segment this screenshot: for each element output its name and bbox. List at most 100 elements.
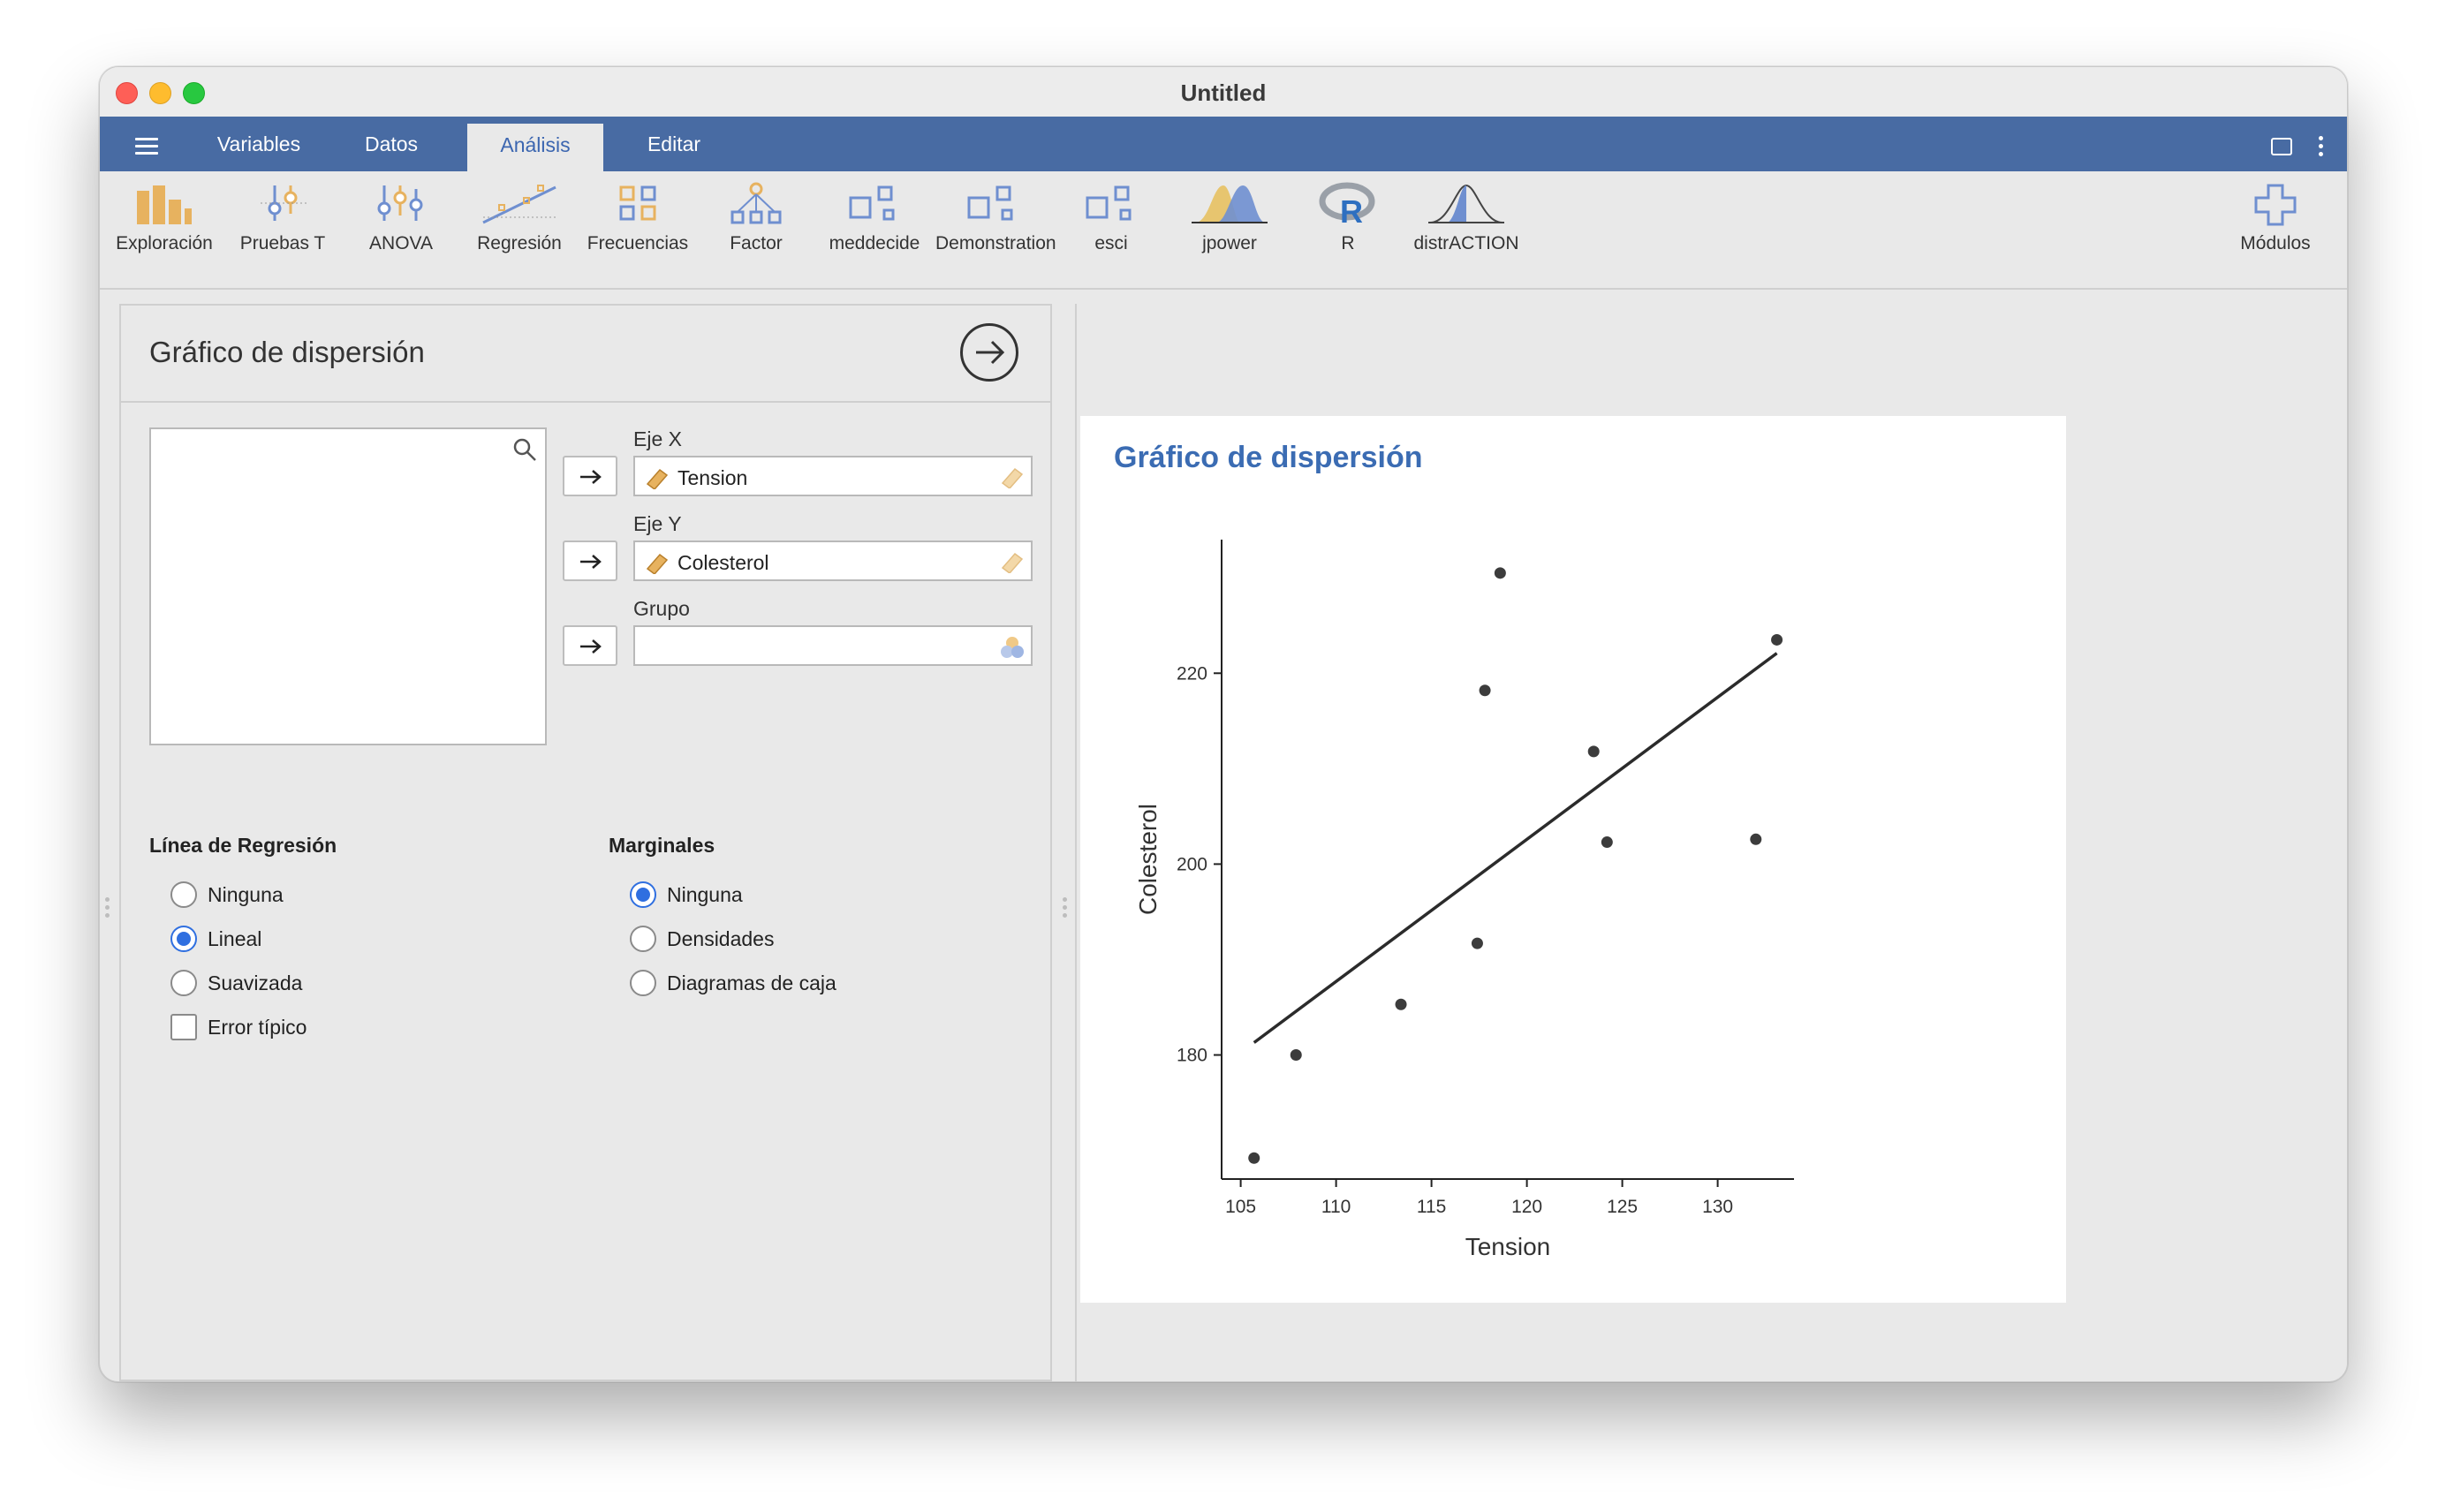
eje-x-field[interactable]: Tension (633, 456, 1033, 496)
window-title: Untitled (1180, 79, 1267, 106)
toolbar-exploracion[interactable]: Exploración (107, 182, 222, 254)
results-title: Gráfico de dispersión (1114, 441, 1423, 474)
close-window-button[interactable] (116, 82, 138, 104)
tab-editar[interactable]: Editar (647, 132, 701, 155)
data-point (1750, 833, 1762, 845)
x-tick-label: 125 (1607, 1197, 1638, 1217)
data-point (1494, 567, 1506, 579)
more-options-icon[interactable] (2319, 136, 2324, 157)
options-title: Gráfico de dispersión (149, 336, 425, 368)
radio-button[interactable] (630, 970, 656, 996)
zoom-window-button[interactable] (183, 82, 205, 104)
toggle-results-icon[interactable] (2271, 138, 2292, 155)
factor-icon (730, 182, 782, 224)
data-point (1471, 937, 1483, 949)
grupo-field[interactable] (633, 625, 1033, 666)
toolbar-anova[interactable]: ANOVA (344, 182, 458, 254)
y-tick-label: 200 (1177, 854, 1207, 874)
distraction-icon (1428, 184, 1504, 223)
toolbar-regresion[interactable]: Regresión (462, 182, 577, 254)
toolbar-pruebas-t[interactable]: Pruebas T (225, 182, 340, 254)
data-point (1601, 836, 1613, 849)
svg-text:R: R (1340, 193, 1363, 226)
t-test-icon (261, 185, 307, 221)
tab-datos[interactable]: Datos (364, 132, 419, 155)
title-bar: Untitled (100, 67, 2347, 117)
analysis-toolbar: Exploración Pruebas T ANOVA R (100, 171, 2347, 290)
hamburger-menu-icon[interactable] (135, 138, 158, 155)
ruler-icon (646, 553, 669, 574)
bar-chart-icon (137, 185, 192, 224)
marginals-heading: Marginales (609, 834, 715, 857)
toolbar-frecuencias[interactable]: Frecuencias (580, 182, 695, 254)
run-analysis-button[interactable] (960, 323, 1018, 382)
radio-button[interactable] (630, 926, 656, 952)
toolbar-factor[interactable]: Factor (699, 182, 814, 254)
frequencies-icon (619, 185, 656, 221)
arrow-right-icon (580, 470, 602, 484)
scatter-plot: 105 110 115 120 125 130 180 200 220 Tension Colest… (1134, 540, 1794, 1260)
eje-y-field[interactable]: Colesterol (633, 541, 1033, 581)
toolbar-r[interactable]: R R (1291, 182, 1405, 254)
grupo-label: Grupo (633, 597, 690, 620)
data-point (1587, 745, 1600, 758)
splitter-handle[interactable] (1063, 897, 1068, 921)
toolbar-distraction[interactable]: distrACTION (1409, 182, 1524, 254)
radio-button[interactable] (170, 881, 197, 908)
move-to-eje-y-button[interactable] (563, 541, 617, 581)
eje-y-label: Eje Y (633, 512, 682, 535)
ruler-icon (1001, 552, 1024, 573)
results-output: Gráfico de dispersión 105 110 115 120 125 130… (1080, 416, 2066, 1303)
eje-x-value: Tension (677, 466, 748, 489)
regression-icon (482, 185, 556, 224)
regression-line (1253, 652, 1778, 1044)
y-tick-label: 220 (1177, 663, 1207, 684)
regression-line-heading: Línea de Regresión (149, 834, 337, 857)
radio-button[interactable] (170, 970, 197, 996)
toolbar-modulos[interactable]: Módulos (2218, 182, 2333, 254)
toolbar-meddecide[interactable]: meddecide (817, 182, 932, 254)
splitter-handle[interactable] (105, 897, 110, 921)
checkbox[interactable] (170, 1014, 197, 1040)
anova-icon (377, 185, 423, 221)
y-axis-title: Colesterol (1134, 804, 1162, 915)
divider (121, 401, 1050, 403)
move-to-grupo-button[interactable] (563, 625, 617, 666)
data-point (1248, 1152, 1260, 1164)
tab-analisis[interactable]: Análisis (467, 124, 603, 171)
y-tick-label: 180 (1177, 1046, 1207, 1066)
meddecide-icon (849, 185, 895, 221)
data-point (1395, 998, 1407, 1010)
eje-y-value: Colesterol (677, 551, 769, 574)
toolbar-esci[interactable]: esci (1054, 182, 1169, 254)
arrow-right-icon (580, 555, 602, 569)
ruler-icon (1001, 467, 1024, 488)
eje-x-label: Eje X (633, 427, 682, 450)
minimize-window-button[interactable] (149, 82, 171, 104)
nominal-variable-icon (1001, 637, 1024, 658)
x-tick-label: 115 (1417, 1197, 1446, 1217)
radio-button[interactable] (630, 881, 656, 908)
toolbar-demonstration[interactable]: Demonstration (935, 182, 1056, 254)
esci-icon (1086, 185, 1132, 221)
menu-bar: Variables Datos Análisis Editar (100, 117, 2347, 171)
arrow-right-icon (580, 639, 602, 654)
x-tick-label: 120 (1511, 1197, 1542, 1217)
tab-variables[interactable]: Variables (216, 132, 301, 155)
plus-icon (2254, 184, 2297, 226)
jpower-icon (1192, 185, 1268, 223)
search-icon[interactable] (511, 436, 538, 463)
data-point (1771, 633, 1783, 646)
move-to-eje-x-button[interactable] (563, 456, 617, 496)
arrow-right-icon (976, 340, 1005, 365)
variable-list[interactable] (149, 427, 547, 745)
x-tick-label: 105 (1225, 1197, 1256, 1217)
radio-button[interactable] (170, 926, 197, 952)
data-point (1290, 1049, 1302, 1062)
toolbar-jpower[interactable]: jpower (1172, 182, 1287, 254)
data-point (1479, 684, 1491, 697)
ruler-icon (646, 468, 669, 489)
x-tick-label: 110 (1321, 1197, 1351, 1217)
x-tick-label: 130 (1702, 1197, 1733, 1217)
x-axis-title: Tension (1465, 1233, 1551, 1260)
